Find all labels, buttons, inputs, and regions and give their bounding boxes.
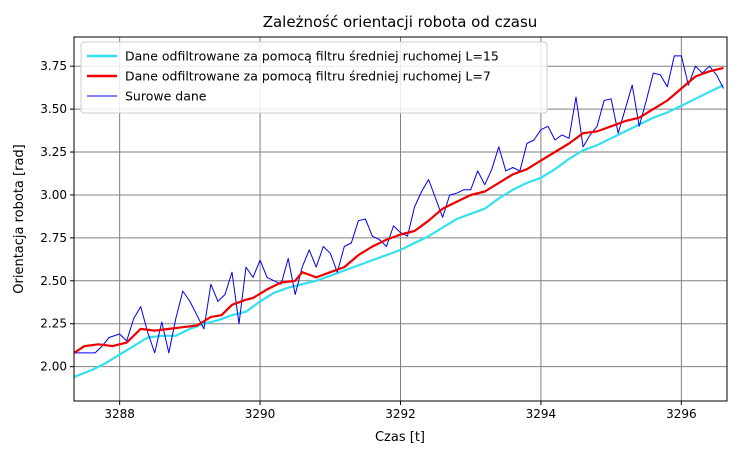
x-tick-label: 3296	[666, 407, 697, 421]
y-tick-label: 3.25	[40, 145, 67, 159]
y-tick-label: 3.00	[40, 188, 67, 202]
legend-label: Dane odfiltrowane za pomocą filtru średn…	[125, 69, 491, 84]
ticks: 3288 3290 3292 3294 3296 2.00 2.25 2.50 2.75 3.00…	[40, 59, 696, 421]
legend-label: Surowe dane	[125, 89, 207, 104]
y-tick-label: 3.75	[40, 59, 67, 73]
y-tick-label: 2.50	[40, 274, 67, 288]
y-axis-title: Orientacja robota [rad]	[12, 144, 27, 293]
y-tick-label: 2.25	[40, 317, 67, 331]
x-tick-label: 3292	[385, 407, 416, 421]
y-tick-label: 3.50	[40, 102, 67, 116]
x-tick-label: 3288	[104, 407, 135, 421]
x-tick-label: 3290	[245, 407, 276, 421]
legend-label: Dane odfiltrowane za pomocą filtru średn…	[125, 49, 499, 64]
series-group	[74, 55, 724, 379]
x-tick-label: 3294	[526, 407, 557, 421]
x-axis-title: Czas [t]	[375, 430, 425, 445]
y-tick-label: 2.00	[40, 360, 67, 374]
series-line-1	[74, 84, 724, 379]
y-tick-label: 2.75	[40, 231, 67, 245]
legend: Dane odfiltrowane za pomocą filtru średn…	[80, 41, 548, 114]
series-line-2	[74, 66, 724, 354]
legend-box	[80, 41, 548, 114]
chart-title: Zależność orientacji robota od czasu	[263, 13, 538, 31]
